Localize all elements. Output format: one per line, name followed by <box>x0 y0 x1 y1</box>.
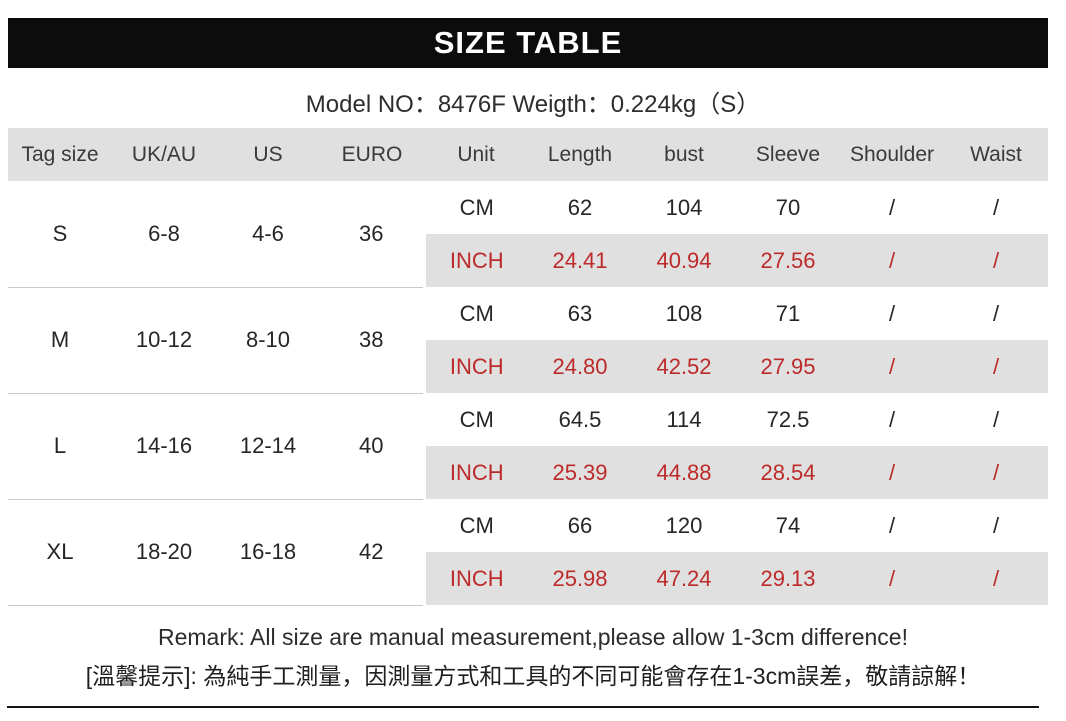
waist-cell: / <box>944 446 1048 499</box>
tag-size-cell: L <box>8 393 112 500</box>
size-table-body: S 6-8 4-6 36 CM 62 104 70 / / INCH 24.41… <box>8 181 1048 606</box>
size-table: Tag size UK/AU US EURO Unit Length bust … <box>8 128 1050 606</box>
bust-cell: 114 <box>632 393 736 446</box>
unit-cell: CM <box>422 287 528 340</box>
bust-cell: 104 <box>632 181 736 234</box>
waist-cell: / <box>944 287 1048 340</box>
unit-cell: INCH <box>422 234 528 287</box>
uk-au-cell: 10-12 <box>112 287 216 394</box>
column-header-bust: bust <box>632 128 736 181</box>
shoulder-cell: / <box>840 181 944 234</box>
page-title: SIZE TABLE <box>433 25 623 60</box>
length-cell: 24.41 <box>528 234 632 287</box>
length-cell: 63 <box>528 287 632 340</box>
bust-cell: 108 <box>632 287 736 340</box>
us-cell: 12-14 <box>216 393 320 500</box>
length-cell: 62 <box>528 181 632 234</box>
length-cell: 25.98 <box>528 552 632 605</box>
uk-au-cell: 18-20 <box>112 499 216 606</box>
unit-cell: INCH <box>422 446 528 499</box>
sleeve-cell: 29.13 <box>736 552 840 605</box>
column-header-uk-au: UK/AU <box>112 128 216 181</box>
waist-cell: / <box>944 340 1048 393</box>
bust-cell: 120 <box>632 499 736 552</box>
remark-line-chinese: [溫馨提示]: 為純手工測量，因測量方式和工具的不同可能會存在1-3cm誤差，敬… <box>85 663 981 689</box>
euro-cell: 40 <box>320 393 424 500</box>
waist-cell: / <box>944 499 1048 552</box>
waist-cell: / <box>944 552 1048 605</box>
size-l-inch-row: INCH 25.39 44.88 28.54 / / <box>8 446 1048 499</box>
tag-size-cell: XL <box>8 499 112 606</box>
unit-cell: INCH <box>422 340 528 393</box>
sleeve-cell: 27.95 <box>736 340 840 393</box>
shoulder-cell: / <box>840 552 944 605</box>
size-m-inch-row: INCH 24.80 42.52 27.95 / / <box>8 340 1048 393</box>
size-xl-cm-row: XL 18-20 16-18 42 CM 66 120 74 / / <box>8 499 1048 606</box>
header-row: Tag size UK/AU US EURO Unit Length bust … <box>8 128 1048 181</box>
euro-cell: 36 <box>320 181 424 288</box>
size-m-cm-row: M 10-12 8-10 38 CM 63 108 71 / / <box>8 287 1048 394</box>
column-header-shoulder: Shoulder <box>840 128 944 181</box>
length-cell: 64.5 <box>528 393 632 446</box>
unit-cell: INCH <box>422 552 528 605</box>
sleeve-cell: 71 <box>736 287 840 340</box>
waist-cell: / <box>944 393 1048 446</box>
unit-cell: CM <box>422 181 528 234</box>
sleeve-cell: 28.54 <box>736 446 840 499</box>
bust-cell: 42.52 <box>632 340 736 393</box>
shoulder-cell: / <box>840 446 944 499</box>
shoulder-cell: / <box>840 393 944 446</box>
remark-line-english: Remark: All size are manual measurement,… <box>158 624 908 650</box>
length-cell: 24.80 <box>528 340 632 393</box>
size-s-cm-row: S 6-8 4-6 36 CM 62 104 70 / / <box>8 181 1048 288</box>
bust-cell: 40.94 <box>632 234 736 287</box>
bust-cell: 47.24 <box>632 552 736 605</box>
shoulder-cell: / <box>840 287 944 340</box>
size-table-header: Tag size UK/AU US EURO Unit Length bust … <box>8 128 1048 181</box>
column-header-us: US <box>216 128 320 181</box>
column-header-euro: EURO <box>320 128 424 181</box>
length-cell: 66 <box>528 499 632 552</box>
size-table-title-bar: SIZE TABLE <box>8 18 1048 68</box>
bottom-divider <box>7 706 1039 708</box>
sleeve-cell: 72.5 <box>736 393 840 446</box>
shoulder-cell: / <box>840 340 944 393</box>
sleeve-cell: 27.56 <box>736 234 840 287</box>
euro-cell: 42 <box>320 499 424 606</box>
us-cell: 4-6 <box>216 181 320 288</box>
bust-cell: 44.88 <box>632 446 736 499</box>
shoulder-cell: / <box>840 234 944 287</box>
column-header-length: Length <box>528 128 632 181</box>
column-header-tag-size: Tag size <box>8 128 112 181</box>
sleeve-cell: 70 <box>736 181 840 234</box>
size-l-cm-row: L 14-16 12-14 40 CM 64.5 114 72.5 / / <box>8 393 1048 500</box>
waist-cell: / <box>944 234 1048 287</box>
size-xl-inch-row: INCH 25.98 47.24 29.13 / / <box>8 552 1048 605</box>
uk-au-cell: 6-8 <box>112 181 216 288</box>
model-info-line: Model NO：8476F Weigth：0.224kg（S） <box>305 91 761 118</box>
uk-au-cell: 14-16 <box>112 393 216 500</box>
tag-size-cell: S <box>8 181 112 288</box>
length-cell: 25.39 <box>528 446 632 499</box>
euro-cell: 38 <box>320 287 424 394</box>
unit-cell: CM <box>422 499 528 552</box>
us-cell: 16-18 <box>216 499 320 606</box>
us-cell: 8-10 <box>216 287 320 394</box>
column-header-sleeve: Sleeve <box>736 128 840 181</box>
column-header-waist: Waist <box>944 128 1048 181</box>
size-s-inch-row: INCH 24.41 40.94 27.56 / / <box>8 234 1048 287</box>
tag-size-cell: M <box>8 287 112 394</box>
shoulder-cell: / <box>840 499 944 552</box>
unit-cell: CM <box>422 393 528 446</box>
column-header-unit: Unit <box>424 128 528 181</box>
waist-cell: / <box>944 181 1048 234</box>
sleeve-cell: 74 <box>736 499 840 552</box>
